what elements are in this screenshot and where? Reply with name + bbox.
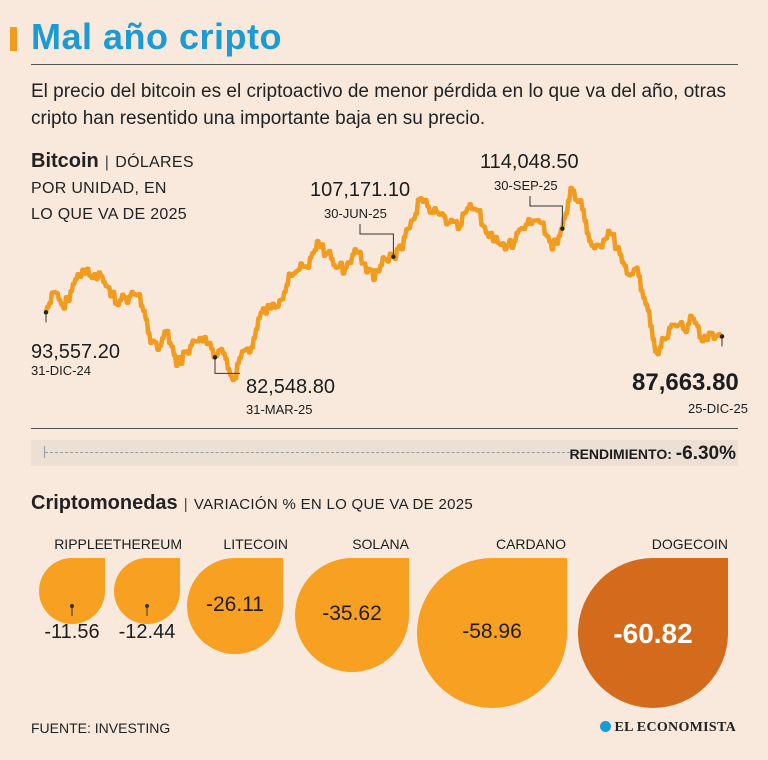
performance-title: RENDIMIENTO: — [569, 446, 672, 462]
bubble-name: DOGECOIN — [652, 536, 728, 552]
performance-label: RENDIMIENTO: -6.30% — [569, 443, 736, 465]
bubble-value: -12.44 — [119, 621, 176, 643]
bubble-ripple: RIPPLE -11.56 — [39, 536, 105, 643]
annotation-30-jun-25: 107,171.10 30-JUN-25 — [310, 179, 410, 259]
performance-value: -6.30% — [675, 443, 736, 464]
performance-dashed-line — [45, 452, 580, 453]
bubble-name: ETHEREUM — [103, 536, 182, 552]
annotation-value: 87,663.80 — [632, 369, 739, 396]
annotation-30-sep-25: 114,048.50 30-SEP-25 — [480, 151, 579, 231]
annotation-31-mar-25: 82,548.80 31-MAR-25 — [212, 355, 335, 417]
source-note: FUENTE: INVESTING — [31, 720, 171, 736]
annotation-value: 93,557.20 — [31, 341, 120, 363]
title-divider — [31, 64, 738, 65]
annotation-value: 82,548.80 — [246, 376, 335, 398]
bubble-shape — [187, 558, 283, 654]
bubble-cardano: CARDANO -58.96 — [417, 536, 567, 708]
bubble-value: -11.56 — [44, 621, 99, 643]
bitcoin-chart-title: Bitcoin — [31, 150, 99, 172]
bubble-dogecoin: DOGECOIN -60.82 — [578, 536, 728, 708]
title-accent-bar — [10, 27, 17, 51]
bitcoin-price-line — [43, 185, 725, 383]
crypto-chart-title: Criptomonedas — [31, 492, 178, 514]
bubble-value: -26.11 — [206, 593, 264, 616]
bubble-shape — [39, 558, 105, 624]
annotation-date: 30-JUN-25 — [324, 206, 387, 221]
bitcoin-unit-line1: DÓLARES — [115, 154, 194, 171]
bubble-shape — [295, 558, 409, 672]
bubble-value: -60.82 — [613, 618, 692, 649]
bubble-name: SOLANA — [352, 536, 409, 552]
logo-text: EL ECONOMISTA — [614, 720, 736, 735]
bubble-name: LITECOIN — [223, 536, 288, 552]
annotation-date: 31-DIC-24 — [31, 363, 91, 378]
bubble-litecoin: LITECOIN -26.11 — [187, 536, 288, 654]
crypto-unit: VARIACIÓN % EN LO QUE VA DE 2025 — [193, 496, 474, 513]
bubble-value: -58.96 — [462, 620, 522, 643]
bubble-ethereum: ETHEREUM -12.44 — [103, 536, 182, 643]
bubble-shape — [578, 558, 728, 708]
annotation-date: 30-SEP-25 — [494, 178, 558, 193]
header-separator: | — [183, 496, 188, 513]
chart-baseline — [31, 428, 738, 429]
crypto-chart-header: Criptomonedas | VARIACIÓN % EN LO QUE VA D… — [31, 492, 473, 515]
bitcoin-unit-line3: LO QUE VA DE 2025 — [31, 206, 187, 223]
page-subtitle: El precio del bitcoin es el criptoactivo… — [31, 81, 726, 129]
bitcoin-unit-line2: POR UNIDAD, EN — [31, 180, 167, 197]
bubble-value: -35.62 — [322, 602, 382, 625]
annotation-date: 25-DIC-25 — [688, 401, 748, 416]
performance-tick — [44, 446, 45, 458]
page-title: Mal año cripto — [31, 16, 283, 57]
bitcoin-chart-header: Bitcoin | DÓLARES POR UNIDAD, EN LO QUE VA… — [31, 148, 194, 228]
bubble-shape — [114, 558, 180, 624]
annotation-value: 114,048.50 — [480, 151, 579, 173]
publisher-logo: EL ECONOMISTA — [599, 720, 737, 736]
logo-icon — [599, 721, 611, 732]
bubble-name: CARDANO — [496, 536, 566, 552]
annotation-25-dic-25: 87,663.80 25-DIC-25 — [632, 334, 748, 416]
bubble-name: RIPPLE — [54, 536, 104, 552]
annotation-value: 107,171.10 — [310, 179, 410, 201]
header-separator: | — [104, 154, 110, 171]
annotation-date: 31-MAR-25 — [246, 402, 312, 417]
bubble-solana: SOLANA -35.62 — [295, 536, 410, 672]
bubble-shape — [417, 558, 567, 708]
performance-strip — [31, 440, 738, 466]
